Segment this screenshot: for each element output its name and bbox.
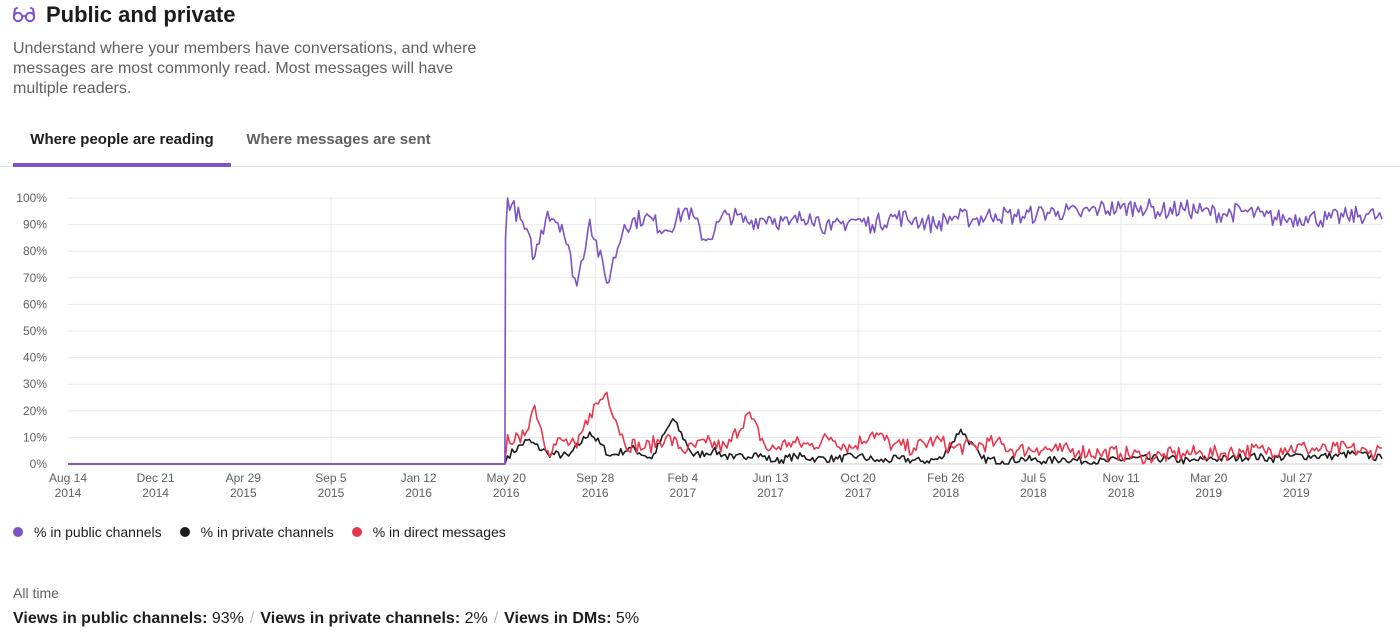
legend-dot-private: [179, 527, 190, 537]
y-tick-label: 60%: [23, 297, 47, 311]
summary-dm-label: Views in DMs:: [504, 610, 612, 627]
y-tick-label: 20%: [23, 404, 47, 418]
x-tick-label: Jan 12: [401, 471, 437, 485]
series-line-public: [68, 197, 1383, 465]
x-tick-label: Jun 13: [753, 471, 789, 485]
summary-private-value: 2%: [464, 610, 488, 627]
x-tick-year: 2014: [142, 486, 169, 500]
x-tick-year: 2019: [1283, 486, 1310, 500]
x-tick-year: 2014: [55, 486, 82, 500]
y-tick-label: 30%: [23, 377, 47, 391]
chart-legend: % in public channels % in private channe…: [13, 524, 524, 540]
page-description: Understand where your members have conve…: [13, 40, 477, 97]
summary-dm-value: 5%: [615, 610, 640, 627]
x-tick-label: Nov 11: [1103, 471, 1140, 485]
series-line-dm: [68, 391, 1382, 465]
x-tick-label: Feb 4: [668, 471, 699, 485]
y-tick-label: 0%: [30, 457, 48, 471]
legend-dot-dm: [351, 527, 362, 537]
x-tick-label: Oct 20: [840, 471, 876, 485]
x-tick-label: Jul 5: [1021, 471, 1047, 485]
x-tick-label: Sep 5: [315, 471, 347, 485]
x-tick-year: 2015: [318, 486, 345, 500]
summary-public-label: Views in public channels:: [13, 610, 208, 627]
summary-period: All time: [13, 585, 59, 601]
x-tick-label: Apr 29: [226, 471, 262, 485]
x-tick-label: Aug 14: [49, 471, 87, 485]
tab-where-messages-are-sent[interactable]: Where messages are sent: [246, 131, 431, 148]
y-tick-label: 100%: [16, 191, 47, 205]
page-title: Public and private: [46, 2, 236, 27]
x-tick-year: 2018: [1108, 486, 1135, 500]
x-tick-label: Mar 20: [1190, 471, 1228, 485]
x-tick-year: 2016: [493, 486, 520, 500]
series-line-private: [68, 418, 1383, 465]
legend-label-public: % in public channels: [34, 524, 162, 540]
x-tick-label: Sep 28: [576, 471, 614, 485]
y-tick-label: 50%: [23, 324, 47, 338]
x-tick-year: 2016: [582, 486, 609, 500]
summary-stats: Views in public channels: 93% / Views in p…: [13, 610, 639, 628]
y-tick-label: 10%: [23, 430, 47, 444]
reading-location-chart: 0%10%20%30%40%50%60%70%80%90%100%Aug 142…: [16, 191, 1383, 500]
section-header: Public and private: [12, 2, 236, 28]
summary-separator: /: [249, 610, 255, 627]
y-tick-label: 90%: [23, 218, 47, 232]
tab-bar: Where people are reading Where messages …: [0, 116, 1400, 167]
x-tick-year: 2017: [757, 486, 784, 500]
legend-item-dm[interactable]: % in direct messages: [351, 524, 506, 540]
summary-private-label: Views in private channels:: [260, 610, 461, 627]
y-tick-label: 80%: [23, 244, 47, 258]
x-tick-year: 2018: [932, 486, 959, 500]
y-tick-label: 40%: [23, 351, 47, 365]
x-tick-year: 2017: [670, 486, 697, 500]
legend-item-private[interactable]: % in private channels: [179, 524, 334, 540]
glasses-icon: [12, 7, 36, 23]
x-tick-label: Feb 26: [927, 471, 965, 485]
x-tick-year: 2015: [230, 486, 257, 500]
x-tick-label: May 20: [487, 471, 527, 485]
legend-dot-public: [13, 527, 23, 537]
x-tick-label: Dec 21: [137, 471, 175, 485]
x-tick-year: 2017: [845, 486, 872, 500]
legend-label-dm: % in direct messages: [372, 524, 506, 540]
y-tick-label: 70%: [23, 271, 47, 285]
tab-where-people-are-reading[interactable]: Where people are reading: [13, 116, 231, 167]
legend-label-private: % in private channels: [200, 524, 334, 540]
summary-public-value: 93%: [211, 610, 244, 627]
x-tick-year: 2019: [1195, 486, 1222, 500]
x-tick-year: 2016: [405, 486, 432, 500]
summary-separator: /: [493, 610, 499, 627]
legend-item-public[interactable]: % in public channels: [13, 524, 162, 540]
x-tick-year: 2018: [1020, 486, 1047, 500]
x-tick-label: Jul 27: [1280, 471, 1312, 485]
